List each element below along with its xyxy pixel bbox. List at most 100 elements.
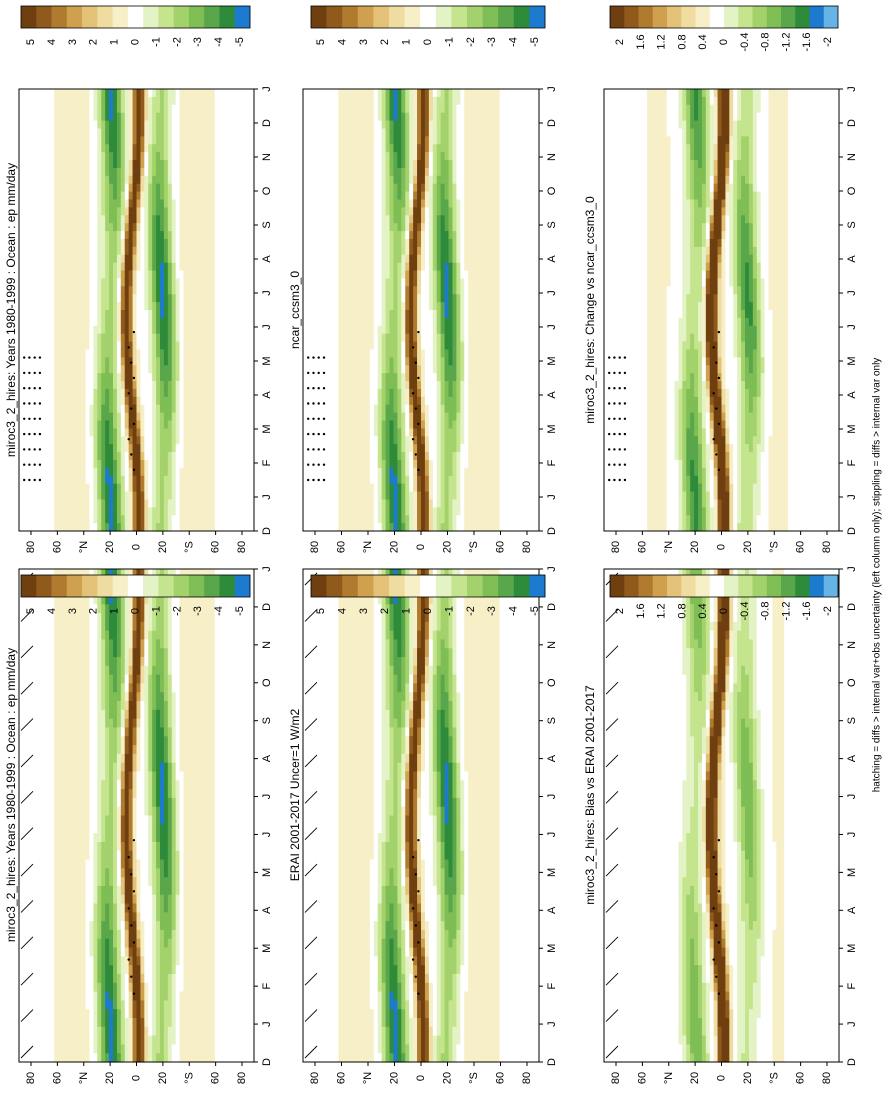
heatmap-cell [22, 89, 28, 98]
heatmap-cell [128, 973, 134, 984]
heatmap-cell [214, 929, 220, 940]
heatmap-cell [203, 973, 208, 984]
heatmap-cell [26, 381, 32, 390]
heatmap-cell [136, 912, 142, 922]
heatmap-cell [116, 709, 122, 720]
heatmap-cell [30, 207, 36, 216]
heatmap-cell [144, 1044, 149, 1054]
heatmap-cell [58, 929, 63, 940]
heatmap-cell [132, 1017, 138, 1028]
heatmap-cell [34, 718, 40, 729]
heatmap-cell [34, 982, 40, 993]
heatmap-cell [26, 665, 32, 676]
heatmap-cell [50, 357, 55, 366]
heatmap-cell [234, 1026, 239, 1037]
heatmap-cell [42, 183, 48, 193]
heatmap-cell [113, 833, 118, 843]
heatmap-cell [66, 771, 71, 781]
heatmap-cell [85, 753, 91, 764]
heatmap-cell [97, 745, 102, 755]
heatmap-cell [77, 467, 83, 477]
heatmap-cell [50, 903, 55, 913]
stipple-dot [132, 941, 136, 944]
heatmap-cell [113, 467, 118, 477]
heatmap-cell [30, 483, 36, 493]
heatmap-cell [140, 789, 145, 799]
heatmap-cell [230, 850, 236, 861]
heatmap-cell [136, 815, 142, 825]
heatmap-cell [50, 136, 55, 145]
heatmap-cell [120, 859, 126, 869]
heatmap-cell [210, 727, 216, 737]
heatmap-cell [124, 1026, 130, 1037]
heatmap-cell [89, 1000, 95, 1010]
heatmap-cell [195, 657, 200, 667]
heatmap-cell [238, 1026, 243, 1037]
heatmap-cell [85, 648, 91, 658]
heatmap-cell [34, 912, 40, 922]
heatmap-cell [19, 956, 24, 966]
heatmap-cell [124, 762, 130, 773]
heatmap-cell [93, 523, 98, 532]
heatmap-cell [26, 965, 32, 975]
heatmap-cell [199, 903, 204, 913]
heatmap-cell [93, 262, 98, 272]
heatmap-cell [19, 727, 24, 737]
heatmap-cell [101, 569, 106, 579]
heatmap-cell [156, 815, 161, 825]
colorbar-swatch [51, 575, 68, 597]
heatmap-cell [191, 1009, 196, 1019]
heatmap-cell [120, 396, 126, 406]
heatmap-cell [62, 262, 67, 272]
heatmap-cell [203, 727, 208, 737]
heatmap-cell [120, 938, 126, 949]
heatmap-cell [26, 938, 32, 949]
heatmap-cell [69, 112, 75, 122]
heatmap-cell [183, 709, 189, 720]
heatmap-cell [89, 604, 95, 614]
heatmap-cell [109, 136, 114, 145]
heatmap-cell [152, 701, 157, 711]
heatmap-cell [54, 507, 59, 516]
heatmap-cell [210, 771, 216, 781]
heatmap-cell [156, 868, 161, 878]
heatmap-cell [167, 613, 173, 623]
heatmap-cell [69, 499, 75, 508]
heatmap-cell [175, 648, 181, 658]
heatmap-cell [144, 595, 149, 605]
heatmap-cell [22, 436, 28, 445]
heatmap-cell [179, 1000, 185, 1010]
heatmap-cell [85, 459, 91, 469]
heatmap-cell [109, 1026, 114, 1037]
heatmap-cell [128, 797, 134, 808]
heatmap-cell [85, 96, 91, 106]
heatmap-cell [77, 523, 83, 532]
heatmap-cell [22, 278, 28, 287]
heatmap-cell [62, 595, 67, 605]
heatmap-cell [97, 302, 102, 311]
heatmap-cell [50, 1044, 55, 1054]
heatmap-cell [175, 718, 181, 729]
heatmap-cell [50, 657, 55, 667]
heatmap-cell [195, 982, 200, 993]
heatmap-cell [109, 1000, 114, 1010]
heatmap-cell [26, 1044, 32, 1054]
heatmap-cell [152, 569, 157, 579]
heatmap-cell [42, 621, 48, 632]
heatmap-cell [89, 956, 95, 966]
heatmap-cell [38, 160, 44, 169]
heatmap-cell [22, 1053, 28, 1063]
heatmap-cell [167, 982, 173, 993]
heatmap-cell [66, 674, 71, 685]
heatmap-cell [136, 648, 142, 658]
heatmap-cell [66, 569, 71, 579]
heatmap-cell [54, 771, 59, 781]
heatmap-cell [73, 595, 79, 605]
heatmap-cell [42, 701, 48, 711]
heatmap-cell [163, 1035, 169, 1045]
heatmap-cell [85, 709, 91, 720]
heatmap-cell [109, 894, 114, 905]
heatmap-cell [246, 947, 251, 957]
heatmap-cell [203, 947, 208, 957]
heatmap-cell [73, 621, 79, 632]
